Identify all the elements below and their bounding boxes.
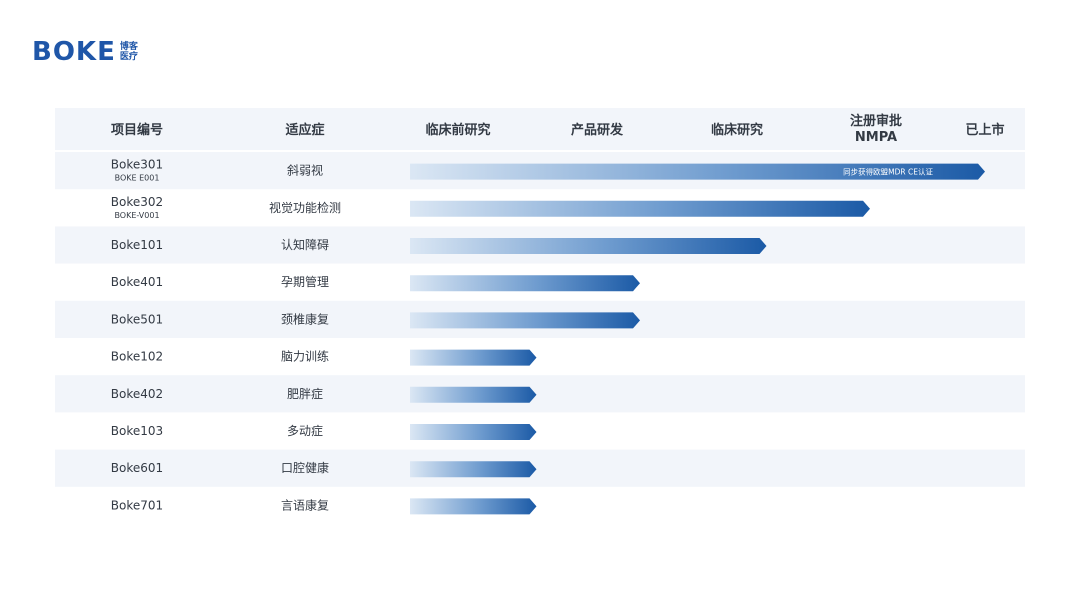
row-indication: 多动症 — [287, 423, 323, 438]
progress-bar — [410, 498, 537, 515]
row-indication: 脑力训练 — [281, 349, 329, 364]
row-sub-code: BOKE E001 — [115, 174, 160, 183]
header-indication: 适应症 — [285, 122, 324, 138]
progress-bar — [410, 238, 767, 254]
header-stage: 注册审批 NMPA — [850, 113, 902, 145]
row-band — [55, 375, 1025, 413]
row-code: Boke402 — [111, 387, 163, 401]
row-indication: 斜弱视 — [287, 163, 323, 178]
row-indication: 认知障碍 — [281, 237, 329, 252]
row-code: Boke401 — [111, 275, 163, 289]
row-indication: 孕期管理 — [281, 274, 329, 289]
row-code: Boke103 — [111, 424, 163, 438]
header-stage: 产品研发 — [571, 122, 624, 138]
header-project-code: 项目编号 — [111, 122, 163, 138]
logo-wordmark: BOKE — [32, 37, 116, 67]
progress-bar — [410, 424, 537, 440]
row-code: Boke101 — [111, 238, 163, 252]
row-sub-code: BOKE-V001 — [114, 211, 159, 220]
header-stage: 已上市 — [965, 122, 1004, 138]
row-code: Boke302 — [111, 195, 163, 209]
progress-bar — [410, 461, 537, 478]
row-code: Boke701 — [111, 498, 163, 512]
bar-note: 同步获得欧盟MDR CE认证 — [843, 167, 933, 177]
row-code: Boke102 — [111, 350, 163, 364]
company-logo: BOKE 博客 医疗 — [32, 37, 138, 67]
progress-bar — [410, 386, 537, 403]
progress-bar — [410, 200, 870, 217]
row-indication: 言语康复 — [281, 497, 329, 512]
progress-bar — [410, 349, 537, 366]
logo-chinese: 博客 医疗 — [120, 42, 138, 62]
progress-bar — [410, 163, 985, 180]
progress-bar — [410, 275, 640, 292]
progress-bar — [410, 312, 640, 329]
row-indication: 颈椎康复 — [281, 311, 329, 326]
row-indication: 视觉功能检测 — [269, 200, 341, 215]
row-code: Boke601 — [111, 461, 163, 475]
row-code: Boke501 — [111, 312, 163, 326]
header-stage: 临床前研究 — [425, 122, 490, 138]
header-stage: 临床研究 — [711, 122, 763, 138]
row-indication: 肥胖症 — [287, 386, 323, 401]
logo-cn-line1: 博客 — [119, 42, 138, 52]
logo-cn-line2: 医疗 — [119, 52, 138, 62]
row-band — [55, 449, 1025, 487]
header-band — [55, 108, 1025, 150]
row-indication: 口腔健康 — [281, 460, 329, 475]
row-code: Boke301 — [111, 158, 163, 172]
